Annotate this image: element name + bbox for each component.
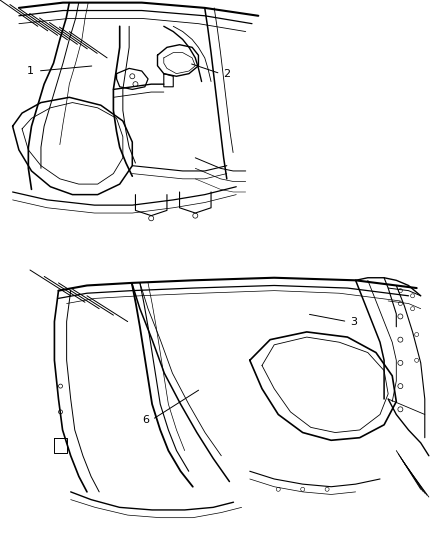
Text: 6: 6: [142, 415, 149, 425]
Text: 2: 2: [223, 69, 231, 79]
Text: 3: 3: [350, 317, 357, 327]
Text: 1: 1: [27, 66, 34, 76]
